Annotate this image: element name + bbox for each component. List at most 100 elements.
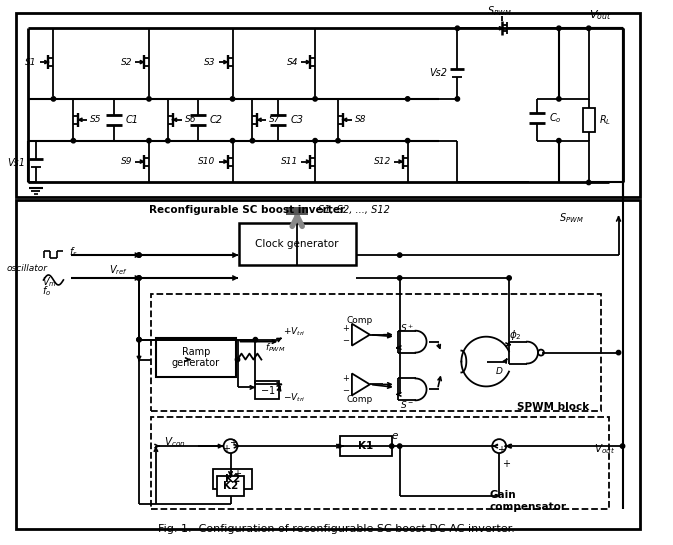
Circle shape [137, 253, 141, 257]
Text: S1: S1 [25, 58, 36, 66]
Circle shape [336, 138, 340, 143]
Bar [286, 207, 308, 215]
Circle shape [398, 253, 402, 257]
Text: Comp: Comp [347, 395, 373, 404]
Bar [15, 13, 641, 197]
Circle shape [230, 138, 235, 143]
Bar [151, 417, 608, 509]
Text: Reconfigurable SC boost inverter: Reconfigurable SC boost inverter [149, 205, 345, 215]
Circle shape [586, 180, 591, 185]
Text: $C_o$: $C_o$ [549, 111, 561, 125]
Text: C2: C2 [210, 115, 223, 125]
Circle shape [137, 253, 141, 257]
Circle shape [147, 138, 151, 143]
Text: Vs1: Vs1 [7, 158, 26, 167]
Text: S3: S3 [204, 58, 215, 66]
Text: $V_{ref}$: $V_{ref}$ [109, 263, 128, 277]
Circle shape [398, 444, 402, 449]
Text: $S^-$: $S^-$ [400, 399, 414, 410]
Text: e: e [392, 431, 398, 441]
Circle shape [71, 138, 75, 143]
Text: Comp: Comp [347, 316, 373, 325]
Text: +: + [221, 444, 229, 454]
Text: +: + [502, 459, 510, 469]
Circle shape [398, 276, 402, 280]
Circle shape [557, 138, 561, 143]
Text: S9: S9 [120, 157, 132, 166]
Text: $f_o$: $f_o$ [42, 284, 50, 298]
Circle shape [313, 138, 317, 143]
Bar [213, 469, 252, 489]
Circle shape [230, 96, 235, 101]
Circle shape [253, 337, 258, 342]
Text: C3: C3 [290, 115, 304, 125]
Circle shape [137, 276, 141, 280]
Text: +: + [497, 445, 505, 455]
Bar [217, 476, 244, 496]
Text: S4: S4 [287, 58, 298, 66]
Text: Vs2: Vs2 [429, 68, 448, 78]
Text: oscillator: oscillator [7, 264, 48, 272]
Text: +: + [343, 324, 349, 333]
Text: −: − [343, 336, 349, 345]
Text: C1: C1 [126, 115, 139, 125]
Text: S8: S8 [355, 116, 366, 124]
Circle shape [137, 276, 141, 280]
Text: Clock generator: Clock generator [256, 239, 339, 249]
Text: $-1$: $-1$ [260, 384, 275, 396]
Circle shape [507, 276, 511, 280]
Text: S12: S12 [374, 157, 391, 166]
Text: $V_{con}$: $V_{con}$ [164, 435, 186, 449]
Circle shape [137, 337, 141, 342]
Circle shape [236, 358, 240, 362]
Text: +: + [229, 438, 236, 448]
Text: $S_{PWM}$: $S_{PWM}$ [559, 211, 583, 225]
Circle shape [621, 444, 625, 449]
Circle shape [313, 96, 317, 101]
Bar [340, 436, 392, 456]
Text: $V_{out}$: $V_{out}$ [589, 8, 611, 22]
Bar [238, 223, 356, 265]
Text: S7: S7 [269, 116, 281, 124]
Circle shape [616, 350, 621, 355]
Circle shape [166, 138, 170, 143]
Text: $V_m$: $V_m$ [42, 275, 57, 289]
Circle shape [557, 96, 561, 101]
Circle shape [405, 138, 410, 143]
Text: +: + [234, 469, 242, 479]
Text: S11: S11 [281, 157, 298, 166]
Text: S1, S2, ..., S12: S1, S2, ..., S12 [318, 205, 390, 215]
Text: Ramp
generator: Ramp generator [172, 347, 220, 368]
Text: SPWM block: SPWM block [517, 402, 590, 413]
Text: $-V_{tri}$: $-V_{tri}$ [283, 391, 306, 404]
Text: $S_{PWM}$: $S_{PWM}$ [487, 4, 511, 18]
Bar [256, 382, 279, 399]
Text: $f_{PWM}$: $f_{PWM}$ [265, 341, 286, 354]
Text: K1: K1 [358, 441, 374, 451]
Circle shape [455, 26, 460, 31]
Circle shape [51, 96, 56, 101]
Text: S10: S10 [199, 157, 215, 166]
Circle shape [455, 96, 460, 101]
Text: K2: K2 [223, 481, 238, 491]
Circle shape [557, 26, 561, 31]
Text: K2: K2 [225, 474, 240, 484]
Bar [15, 201, 641, 529]
Circle shape [250, 138, 254, 143]
Text: $-$: $-$ [489, 439, 499, 449]
Circle shape [390, 444, 394, 449]
Circle shape [137, 337, 141, 342]
Bar [583, 108, 595, 132]
Text: S2: S2 [120, 58, 132, 66]
Text: Fig. 1.  Configuration of reconfigurable SC boost DC-AC inverter.: Fig. 1. Configuration of reconfigurable … [157, 524, 514, 534]
Circle shape [405, 96, 410, 101]
Text: $V_{out}$: $V_{out}$ [594, 442, 615, 456]
Text: Gain
compensator: Gain compensator [489, 490, 566, 512]
Bar [156, 338, 236, 378]
Bar [151, 294, 600, 411]
Circle shape [147, 96, 151, 101]
Circle shape [586, 26, 591, 31]
Text: $\phi_2$: $\phi_2$ [509, 328, 522, 342]
Text: −: − [343, 386, 349, 395]
Text: $f_s$: $f_s$ [69, 245, 78, 259]
